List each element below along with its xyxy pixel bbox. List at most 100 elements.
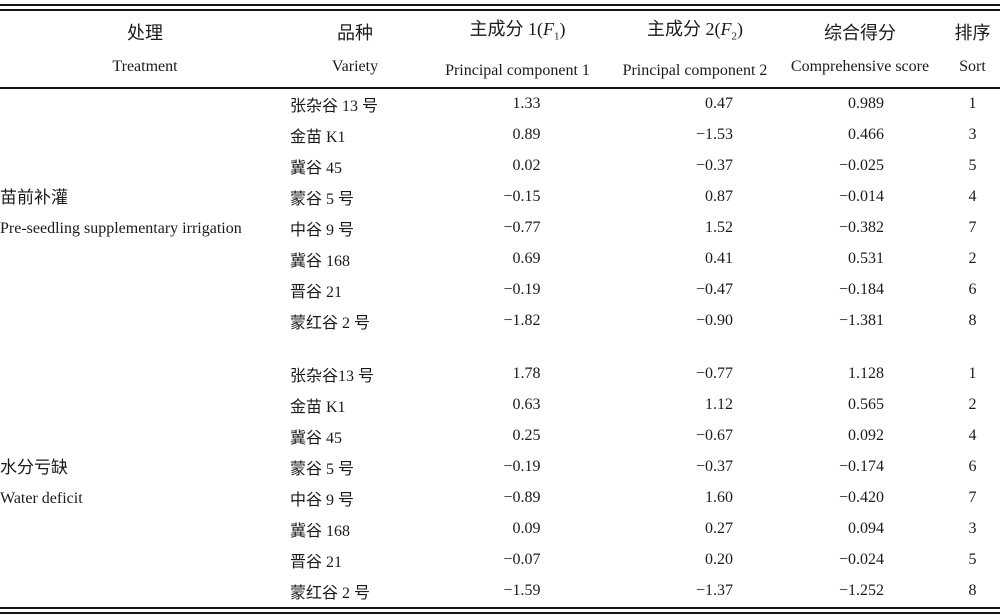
table-row: 中谷 9 号 −0.77 1.52 −0.382 7 bbox=[0, 213, 1000, 244]
sort-value-cell: 4 bbox=[968, 427, 977, 445]
treatment-header-zh: 处理 bbox=[127, 22, 163, 43]
table-row: 冀谷 45 0.02 −0.37 −0.025 5 bbox=[0, 151, 1000, 182]
treatment-label-zh: 苗前补灌 bbox=[0, 187, 68, 207]
sort-value-cell: 5 bbox=[968, 551, 977, 569]
pc1-value-cell: 0.02 bbox=[420, 151, 615, 182]
pc2-value: −1.53 bbox=[695, 126, 733, 144]
score-value-cell: 1.128 bbox=[775, 359, 945, 390]
pc1-value: 1.78 bbox=[512, 365, 541, 383]
pc2-value-cell: 1.12 bbox=[615, 390, 775, 421]
sort-value-cell: 5 bbox=[968, 157, 977, 175]
pc2-value: 0.41 bbox=[705, 250, 733, 268]
pc2-value: 0.47 bbox=[705, 95, 733, 113]
pc1-value-cell: −1.82 bbox=[420, 306, 615, 337]
pc1-value: 0.89 bbox=[512, 126, 541, 144]
sort-value-cell: 4 bbox=[968, 188, 977, 206]
score-value-cell: −0.174 bbox=[775, 452, 945, 483]
pc2-value-cell: −0.67 bbox=[615, 421, 775, 452]
pc1-value: −0.19 bbox=[503, 281, 541, 299]
variety-cell: 蒙谷 5 号 bbox=[290, 191, 355, 209]
pc1-value: −0.15 bbox=[503, 188, 541, 206]
table-row: 冀谷 168 0.09 0.27 0.094 3 bbox=[0, 514, 1000, 545]
pc2-value: 0.20 bbox=[705, 551, 733, 569]
treatment-cell: 苗前补灌 Pre-seedling supplementary irrigatio… bbox=[0, 88, 290, 337]
variety-header-zh: 品种 bbox=[337, 22, 373, 43]
pc1-header-zh: 主成分 1(F1) bbox=[469, 19, 566, 43]
pc2-value-cell: −1.37 bbox=[615, 576, 775, 607]
treatment-header-en: Treatment bbox=[112, 57, 178, 75]
sort-value-cell: 7 bbox=[968, 489, 977, 507]
score-value-cell: −0.025 bbox=[775, 151, 945, 182]
pc2-value-cell: 0.20 bbox=[615, 545, 775, 576]
pc1-value-cell: −0.77 bbox=[420, 213, 615, 244]
header-row: 处理 Treatment 品种 Variety 主成分 1(F1) Princi… bbox=[0, 11, 1000, 88]
score-value-cell: 0.989 bbox=[775, 88, 945, 120]
table-row: 晋谷 21 −0.07 0.20 −0.024 5 bbox=[0, 545, 1000, 576]
sort-value-cell: 2 bbox=[968, 250, 977, 268]
pc1-value-cell: 0.89 bbox=[420, 120, 615, 151]
pc2-value: 0.87 bbox=[705, 188, 733, 206]
variety-cell: 金苗 K1 bbox=[290, 129, 346, 147]
score-value: −0.014 bbox=[838, 188, 884, 206]
variety-cell: 张杂谷13 号 bbox=[290, 368, 375, 386]
pc1-value: −0.07 bbox=[503, 551, 541, 569]
sort-value-cell: 7 bbox=[968, 219, 977, 237]
pc2-value-cell: −0.47 bbox=[615, 275, 775, 306]
table-row: 中谷 9 号 −0.89 1.60 −0.420 7 bbox=[0, 483, 1000, 514]
variety-cell: 张杂谷 13 号 bbox=[290, 98, 379, 116]
score-value: −0.024 bbox=[838, 551, 884, 569]
table-row: 蒙谷 5 号 −0.15 0.87 −0.014 4 bbox=[0, 182, 1000, 213]
pc2-header-en: Principal component 2 bbox=[622, 61, 768, 79]
pc1-value-cell: 0.69 bbox=[420, 244, 615, 275]
pc2-value: 1.52 bbox=[705, 219, 733, 237]
variety-cell: 中谷 9 号 bbox=[290, 492, 355, 510]
col-header-sort: 排序 Sort bbox=[945, 11, 1000, 88]
score-value: −0.174 bbox=[838, 458, 884, 476]
pc1-value: 0.02 bbox=[512, 157, 541, 175]
score-value: −0.382 bbox=[838, 219, 884, 237]
table-row: 水分亏缺 Water deficit 张杂谷13 号 1.78 −0.77 1.128 1 bbox=[0, 359, 1000, 507]
pc1-value-cell: 0.63 bbox=[420, 390, 615, 421]
pc1-value-cell: −1.59 bbox=[420, 576, 615, 607]
score-value-cell: −1.252 bbox=[775, 576, 945, 607]
bottom-double-rule bbox=[0, 606, 1000, 614]
variety-cell: 蒙红谷 2 号 bbox=[290, 315, 371, 333]
score-value-cell: 0.466 bbox=[775, 120, 945, 151]
variety-header-en: Variety bbox=[331, 57, 379, 75]
pc1-value: −0.77 bbox=[503, 219, 541, 237]
sort-value-cell: 1 bbox=[968, 365, 977, 383]
pc2-value-cell: 1.60 bbox=[615, 483, 775, 514]
variety-cell: 冀谷 168 bbox=[290, 523, 351, 541]
score-value: 1.128 bbox=[848, 365, 884, 383]
pc2-value: −0.37 bbox=[695, 458, 733, 476]
pc2-value-cell: 1.52 bbox=[615, 213, 775, 244]
table-row: 冀谷 45 0.25 −0.67 0.092 4 bbox=[0, 421, 1000, 452]
treatment-label-zh: 水分亏缺 bbox=[0, 457, 68, 477]
score-value-cell: −1.381 bbox=[775, 306, 945, 337]
score-value-cell: −0.024 bbox=[775, 545, 945, 576]
pc1-value: 0.63 bbox=[512, 396, 541, 414]
score-header-zh: 综合得分 bbox=[824, 22, 896, 43]
col-header-score: 综合得分 Comprehensive score bbox=[775, 11, 945, 88]
pc2-value: −0.90 bbox=[695, 312, 733, 330]
pc2-value: −0.47 bbox=[695, 281, 733, 299]
pc1-value-cell: 0.25 bbox=[420, 421, 615, 452]
pc2-value: −0.77 bbox=[695, 365, 733, 383]
pc1-header-en: Principal component 1 bbox=[445, 61, 590, 79]
table-row: 苗前补灌 Pre-seedling supplementary irrigatio… bbox=[0, 88, 1000, 237]
variety-cell: 蒙谷 5 号 bbox=[290, 461, 355, 479]
top-double-rule bbox=[0, 4, 1000, 11]
table-header: 处理 Treatment 品种 Variety 主成分 1(F1) Princi… bbox=[0, 11, 1000, 88]
pc1-value: −1.82 bbox=[503, 312, 541, 330]
sort-value-cell: 2 bbox=[968, 396, 977, 414]
pc2-value: −1.37 bbox=[695, 582, 733, 600]
score-value: 0.466 bbox=[848, 126, 884, 144]
col-header-treatment: 处理 Treatment bbox=[0, 11, 290, 88]
pc1-value: −1.59 bbox=[503, 582, 541, 600]
score-value: −1.381 bbox=[838, 312, 884, 330]
pc2-value-cell: −0.90 bbox=[615, 306, 775, 337]
pc1-value: 0.09 bbox=[512, 520, 541, 538]
pc2-value: −0.67 bbox=[695, 427, 733, 445]
table-row: 冀谷 168 0.69 0.41 0.531 2 bbox=[0, 244, 1000, 275]
